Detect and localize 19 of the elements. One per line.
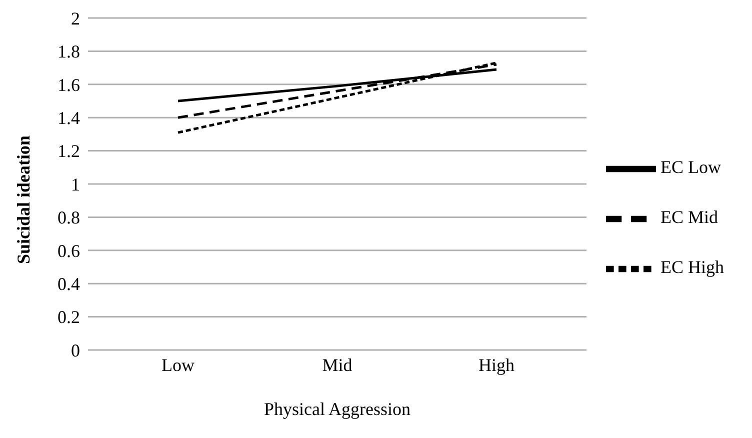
y-tick-label: 1.4 xyxy=(58,108,80,128)
legend-label: EC High xyxy=(660,257,724,278)
y-tick-label: 2 xyxy=(71,8,80,28)
y-tick-label: 1.8 xyxy=(58,42,80,62)
y-tick-label: 0.8 xyxy=(58,208,80,228)
y-tick-label: 1 xyxy=(71,174,80,194)
y-tick-label: 1.6 xyxy=(58,74,80,95)
x-axis-title: Physical Aggression xyxy=(264,399,410,419)
y-tick-label: 0.4 xyxy=(58,274,80,294)
x-tick-label: Mid xyxy=(322,354,352,375)
x-tick-label: High xyxy=(478,354,514,375)
y-tick-label: 1.2 xyxy=(58,141,80,162)
y-tick-label: 0 xyxy=(71,340,80,360)
y-tick-label: 0.6 xyxy=(58,240,80,261)
y-axis-title: Suicidal ideation xyxy=(13,135,34,264)
y-tick-label: 0.2 xyxy=(58,307,80,328)
legend-label: EC Mid xyxy=(660,207,718,228)
legend-label: EC Low xyxy=(660,157,721,178)
x-tick-label: Low xyxy=(162,354,194,375)
